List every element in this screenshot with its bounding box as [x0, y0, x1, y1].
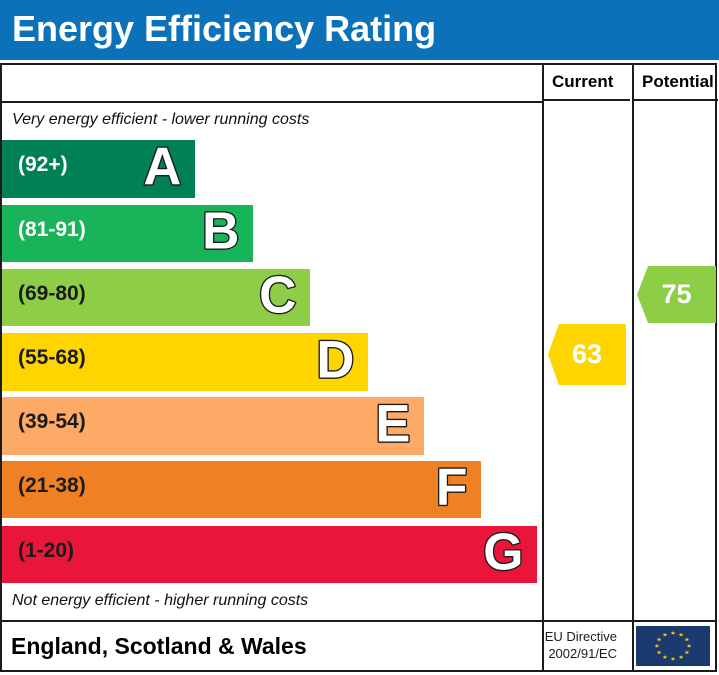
svg-text:B: B: [202, 205, 239, 260]
svg-text:F: F: [436, 461, 468, 516]
svg-text:C: C: [259, 269, 296, 324]
svg-text:D: D: [316, 333, 354, 389]
svg-text:E: E: [375, 397, 410, 453]
svg-text:A: A: [143, 140, 181, 196]
svg-text:G: G: [483, 526, 523, 581]
